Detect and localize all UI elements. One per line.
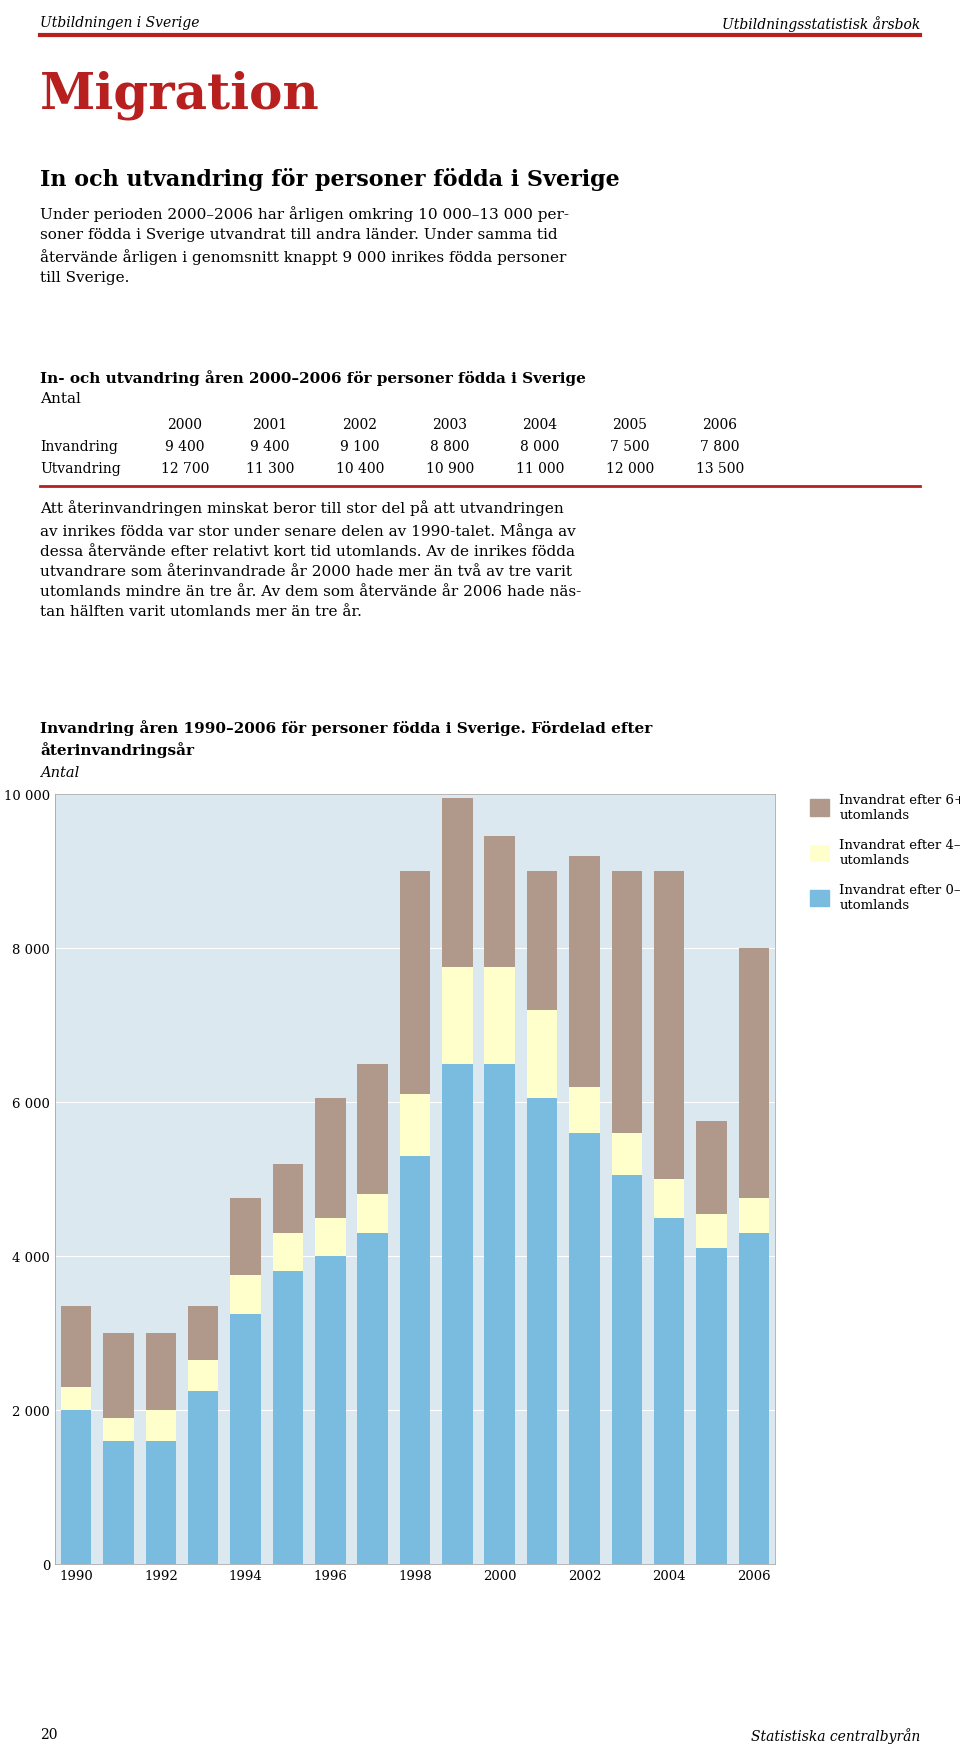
Text: 2006: 2006 [703, 418, 737, 432]
Bar [443, 799, 472, 967]
Bar [188, 1306, 219, 1360]
Bar [104, 1334, 133, 1418]
Bar [146, 1441, 176, 1564]
Bar [273, 1164, 303, 1234]
Bar [60, 1306, 91, 1386]
Bar [612, 872, 642, 1134]
Text: 2001: 2001 [252, 418, 288, 432]
Bar [104, 1418, 133, 1441]
Bar [399, 872, 430, 1095]
Bar [60, 1411, 91, 1564]
Bar [654, 1218, 684, 1564]
Text: Att återinvandringen minskat beror till stor del på att utvandringen
av inrikes : Att återinvandringen minskat beror till … [40, 500, 581, 620]
Bar [315, 1257, 346, 1564]
Text: 7 500: 7 500 [611, 441, 650, 455]
Text: 9 100: 9 100 [340, 441, 380, 455]
Text: 9 400: 9 400 [165, 441, 204, 455]
Text: Utbildningen i Sverige: Utbildningen i Sverige [40, 16, 200, 30]
Bar [485, 1064, 515, 1564]
Text: Migration: Migration [40, 70, 320, 119]
Bar [146, 1334, 176, 1411]
Text: 10 900: 10 900 [426, 462, 474, 476]
Text: 2005: 2005 [612, 418, 647, 432]
Text: 2000: 2000 [167, 418, 203, 432]
Bar [696, 1248, 727, 1564]
Text: Statistiska centralbyrån: Statistiska centralbyrån [751, 1727, 920, 1743]
Bar [357, 1234, 388, 1564]
Bar [612, 1176, 642, 1564]
Bar [230, 1314, 261, 1564]
Bar [696, 1121, 727, 1214]
Bar [569, 1086, 600, 1134]
Bar [230, 1199, 261, 1276]
Text: 13 500: 13 500 [696, 462, 744, 476]
Text: 7 800: 7 800 [700, 441, 740, 455]
Text: Utbildningsstatistisk årsbok: Utbildningsstatistisk årsbok [722, 16, 920, 32]
Bar [104, 1441, 133, 1564]
Text: Antal: Antal [40, 765, 80, 779]
Text: 11 000: 11 000 [516, 462, 564, 476]
Bar [654, 1179, 684, 1218]
Text: Invandring: Invandring [40, 441, 118, 455]
Bar [527, 872, 558, 1011]
Bar [60, 1386, 91, 1411]
Bar [485, 967, 515, 1064]
Text: In och utvandring för personer födda i Sverige: In och utvandring för personer födda i S… [40, 168, 620, 191]
Text: 11 300: 11 300 [246, 462, 294, 476]
Bar [230, 1276, 261, 1314]
Bar [443, 1064, 472, 1564]
Bar [188, 1392, 219, 1564]
Bar [485, 837, 515, 967]
Bar [738, 1199, 769, 1234]
Bar [399, 1157, 430, 1564]
Bar [738, 1234, 769, 1564]
Text: 8 800: 8 800 [430, 441, 469, 455]
Bar [654, 872, 684, 1179]
Text: 2002: 2002 [343, 418, 377, 432]
Text: In- och utvandring åren 2000–2006 för personer födda i Sverige: In- och utvandring åren 2000–2006 för pe… [40, 370, 586, 386]
Bar [612, 1134, 642, 1176]
Text: Antal: Antal [40, 391, 81, 405]
Text: Invandring åren 1990–2006 för personer födda i Sverige. Fördelad efter: Invandring åren 1990–2006 för personer f… [40, 720, 652, 735]
Text: 9 400: 9 400 [251, 441, 290, 455]
Bar [569, 856, 600, 1086]
Text: 8 000: 8 000 [520, 441, 560, 455]
Text: 20: 20 [40, 1727, 58, 1741]
Legend: Invandrat efter 6+ år
utomlands, Invandrat efter 4–5 år
utomlands, Invandrat eft: Invandrat efter 6+ år utomlands, Invandr… [810, 793, 960, 911]
Text: 10 400: 10 400 [336, 462, 384, 476]
Text: 12 700: 12 700 [161, 462, 209, 476]
Bar [273, 1234, 303, 1272]
Bar [315, 1218, 346, 1257]
Text: 12 000: 12 000 [606, 462, 654, 476]
Bar [273, 1272, 303, 1564]
Bar [188, 1360, 219, 1392]
Text: 2004: 2004 [522, 418, 558, 432]
Bar [399, 1095, 430, 1157]
Text: Utvandring: Utvandring [40, 462, 121, 476]
Bar [357, 1064, 388, 1195]
Bar [527, 1099, 558, 1564]
Bar [443, 967, 472, 1064]
Bar [569, 1134, 600, 1564]
Bar [357, 1195, 388, 1234]
Bar [527, 1011, 558, 1099]
Text: Under perioden 2000–2006 har årligen omkring 10 000–13 000 per-
soner födda i Sv: Under perioden 2000–2006 har årligen omk… [40, 205, 569, 284]
Text: återinvandringsår: återinvandringsår [40, 742, 194, 758]
Bar [146, 1411, 176, 1441]
Text: 2003: 2003 [433, 418, 468, 432]
Bar [738, 948, 769, 1199]
Bar [315, 1099, 346, 1218]
Bar [696, 1214, 727, 1248]
